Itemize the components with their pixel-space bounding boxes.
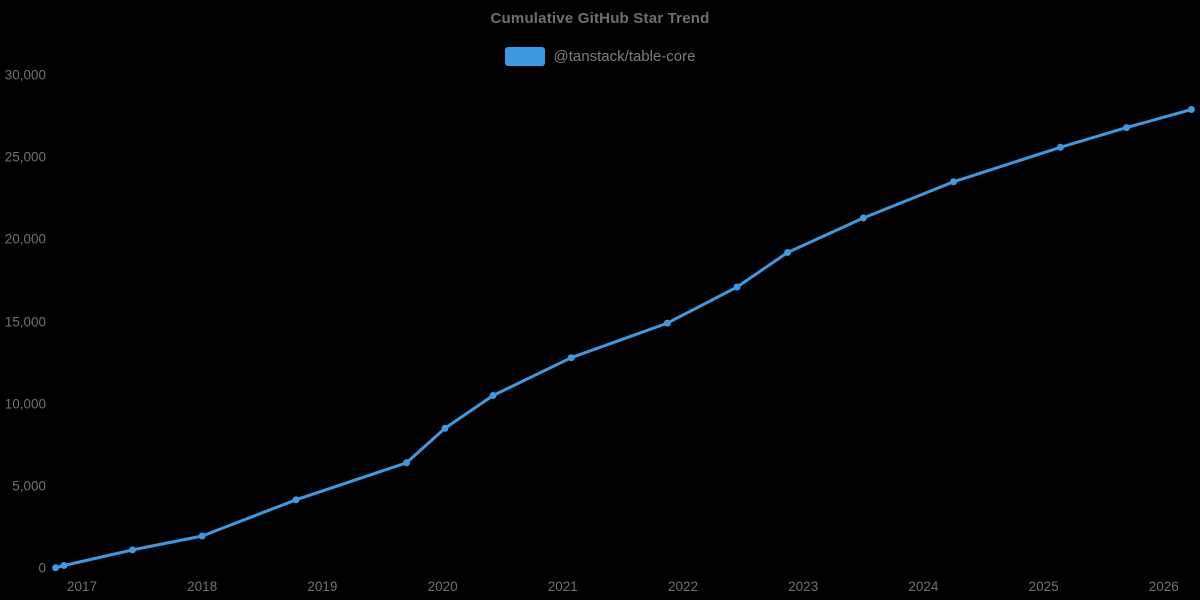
data-point-marker xyxy=(52,564,60,572)
x-tick-label: 2025 xyxy=(1028,579,1059,594)
data-point-marker xyxy=(292,496,300,504)
x-tick-label: 2021 xyxy=(547,579,578,594)
x-tick-label: 2017 xyxy=(66,579,98,594)
legend-label: @tanstack/table-core xyxy=(553,48,696,65)
y-tick-label: 30,000 xyxy=(4,67,46,83)
y-tick-label: 20,000 xyxy=(4,231,46,247)
y-tick-label: 15,000 xyxy=(4,314,46,329)
y-tick-label: 25,000 xyxy=(4,149,46,165)
y-tick-label: 0 xyxy=(38,560,46,576)
data-point-marker xyxy=(441,424,449,432)
data-point-marker xyxy=(859,214,867,222)
legend-swatch-icon xyxy=(504,47,545,66)
x-tick-label: 2018 xyxy=(187,579,218,594)
x-tick-label: 2023 xyxy=(788,579,819,594)
data-point-marker xyxy=(1123,124,1130,132)
data-point-marker xyxy=(663,319,671,327)
data-point-marker xyxy=(198,532,206,540)
data-point-marker xyxy=(403,459,410,467)
x-tick-label: 2024 xyxy=(908,579,939,594)
y-tick-label: 5,000 xyxy=(12,478,46,494)
x-tick-label: 2020 xyxy=(427,579,458,594)
data-point-marker xyxy=(1056,143,1064,151)
x-tick-label: 2019 xyxy=(307,579,338,594)
x-tick-label: 2022 xyxy=(667,579,699,594)
data-point-marker xyxy=(60,562,68,569)
data-point-marker xyxy=(129,546,136,554)
y-tick-label: 10,000 xyxy=(4,396,46,412)
data-point-marker xyxy=(1187,106,1195,113)
legend-item[interactable]: @tanstack/table-core xyxy=(0,47,1200,66)
chart-title: Cumulative GitHub Star Trend xyxy=(490,10,710,27)
data-point-marker xyxy=(489,392,497,399)
series-line xyxy=(54,108,1193,570)
data-point-marker xyxy=(784,249,792,256)
data-point-marker xyxy=(733,283,741,291)
data-point-marker xyxy=(950,178,957,186)
data-point-marker xyxy=(567,354,575,362)
x-tick-label: 2026 xyxy=(1148,579,1179,594)
